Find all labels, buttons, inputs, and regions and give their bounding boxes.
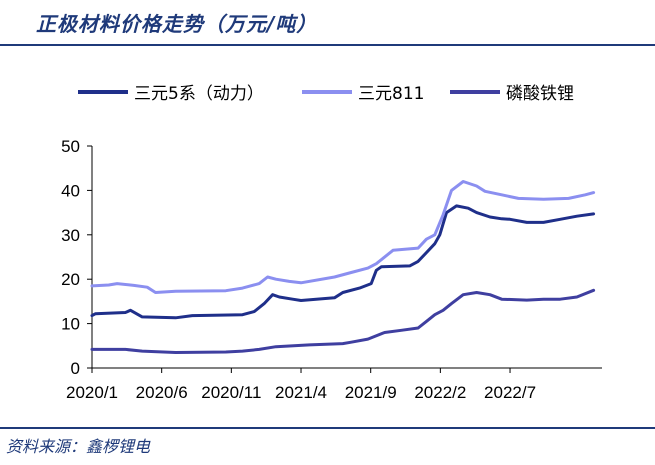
source-divider: [0, 427, 655, 429]
y-tick-label: 40: [61, 181, 80, 200]
series-line-0: [90, 204, 596, 320]
y-tick-label: 30: [61, 226, 80, 245]
legend-label-2: 磷酸铁锂: [506, 84, 574, 104]
series-line-2: [90, 288, 596, 354]
title-divider: [0, 44, 655, 46]
source-note: 资料来源：鑫椤锂电: [6, 437, 151, 456]
x-tick-label: 2022/7: [484, 383, 536, 402]
x-tick-label: 2021/4: [275, 383, 327, 402]
legend-label-0: 三元5系（动力）: [134, 84, 264, 104]
legend: 三元5系（动力） 三元811 磷酸铁锂: [78, 84, 574, 104]
x-tick-label: 2020/6: [136, 383, 188, 402]
y-tick-label: 50: [61, 137, 80, 156]
y-tick-label: 10: [61, 315, 80, 334]
axes: 0 10 20 30 40 50 2020/1 2020/6 2020/11 2021/4 2021…: [61, 137, 602, 402]
x-tick-label: 2022/2: [414, 383, 466, 402]
x-tick-label: 2020/11: [201, 383, 261, 402]
series-layer: [90, 180, 596, 354]
series-line-1: [90, 180, 596, 294]
legend-label-1: 三元811: [358, 84, 424, 104]
y-tick-label: 0: [71, 359, 80, 378]
chart-title: 正极材料价格走势（万元/吨）: [36, 12, 318, 36]
x-tick-label: 2020/1: [66, 383, 118, 402]
x-tick-label: 2021/9: [345, 383, 397, 402]
y-tick-label: 20: [61, 270, 80, 289]
